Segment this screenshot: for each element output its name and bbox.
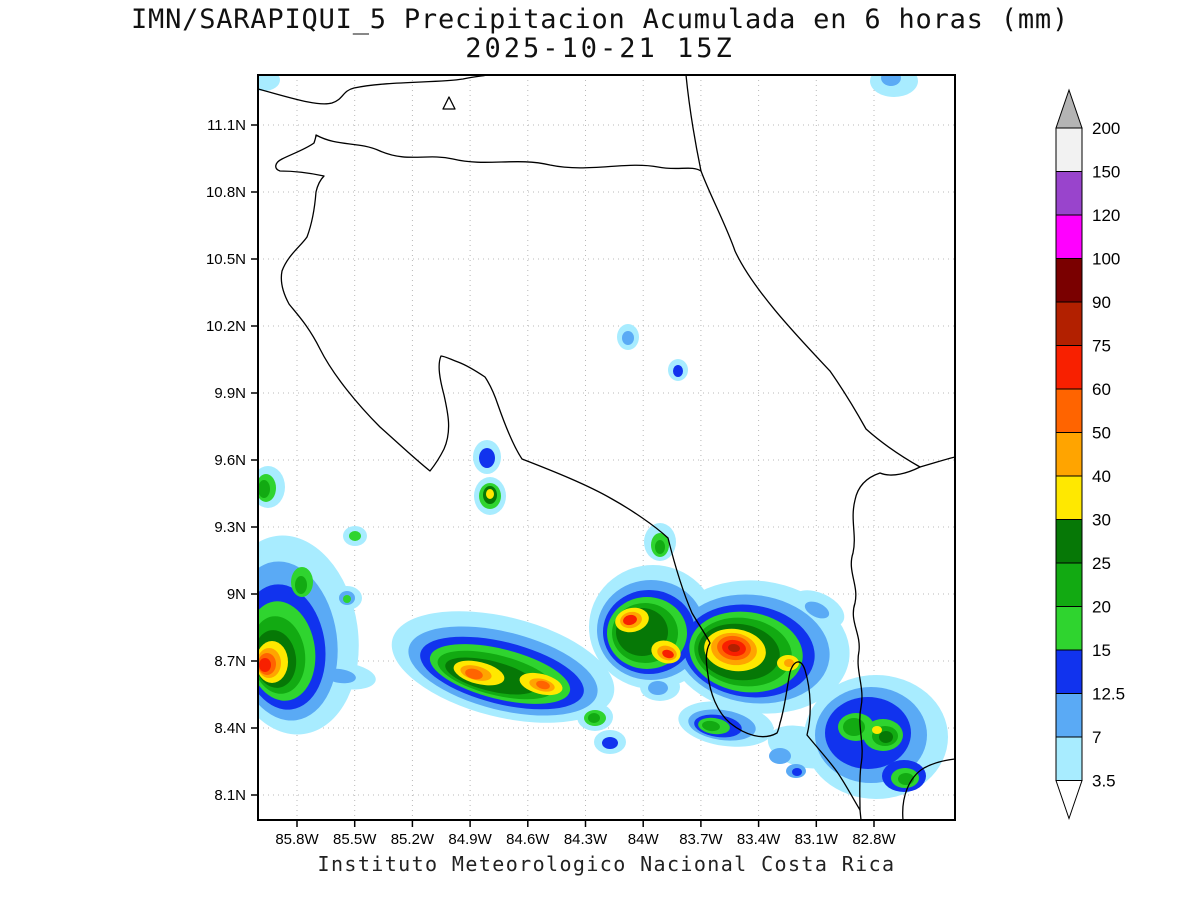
lon-tick-label: 84.6W (506, 831, 550, 848)
colorbar-segment (1055, 127, 1083, 172)
lat-tick-label: 11.1N (207, 117, 246, 134)
lat-tick-label: 10.5N (206, 251, 246, 268)
precip-blob-12.5 (673, 365, 683, 377)
colorbar-segment (1055, 345, 1083, 390)
lon-tick-label: 82.8W (852, 831, 896, 848)
colorbar-segment (1055, 388, 1083, 433)
colorbar-segment (1055, 475, 1083, 520)
colorbar-segment (1055, 214, 1083, 259)
lon-tick-label: 84.9W (448, 831, 492, 848)
lon-tick-label: 83.7W (679, 831, 723, 848)
lon-tick-label: 84.3W (564, 831, 608, 848)
precip-blob-7 (804, 601, 830, 619)
colorbar-segment (1055, 562, 1083, 607)
colorbar-level-label: 120 (1092, 206, 1120, 225)
plot-frame (257, 74, 956, 821)
lon-tick-label: 84W (628, 831, 660, 848)
lat-tick-label: 9.6N (214, 452, 246, 469)
precip-blob-30 (872, 726, 882, 734)
lon-tick-label: 83.4W (737, 831, 781, 848)
colorbar-segment (1055, 649, 1083, 694)
colorbar-top-arrow (1055, 88, 1083, 129)
precip-blob-12.5 (479, 448, 495, 468)
lat-tick-label: 10.8N (206, 184, 246, 201)
colorbar-level-label: 60 (1092, 380, 1111, 399)
coastline (258, 75, 489, 105)
precip-blob-7 (881, 75, 901, 86)
precip-blob-20 (655, 540, 665, 554)
precip-blob-60 (259, 658, 271, 672)
precip-blob-15 (343, 595, 351, 603)
precip-blob-40 (784, 659, 794, 667)
lat-tick-label: 9.9N (214, 385, 246, 402)
map-title: IMN/SARAPIQUI_5 Precipitacion Acumulada … (130, 4, 1070, 35)
precipitation-field (258, 75, 955, 820)
lon-tick-label: 85.5W (333, 831, 377, 848)
precip-blob-12.5 (792, 768, 802, 776)
colorbar-level-label: 3.5 (1092, 772, 1116, 791)
lat-tick-label: 10.2N (206, 318, 246, 335)
precip-blob-60 (662, 649, 674, 659)
precip-blob-20 (295, 576, 307, 594)
colorbar-level-label: 40 (1092, 467, 1111, 486)
lon-tick-label: 83.1W (795, 831, 839, 848)
colorbar-bottom-arrow (1055, 780, 1083, 821)
lat-tick-label: 9N (227, 586, 246, 603)
precip-blob-12.5 (602, 737, 618, 749)
colorbar-level-label: 200 (1092, 119, 1120, 138)
lat-tick-label: 8.1N (214, 787, 246, 804)
precip-blob-7 (622, 331, 634, 345)
colorbar-segment (1055, 606, 1083, 651)
colorbar-segment (1055, 258, 1083, 303)
precip-blob-7 (648, 681, 668, 695)
coastline (902, 758, 955, 820)
lat-tick-label: 9.3N (214, 519, 246, 536)
colorbar-segment (1055, 693, 1083, 738)
lon-tick-label: 85.8W (275, 831, 319, 848)
precip-blob-60 (623, 614, 637, 626)
colorbar-level-label: 25 (1092, 554, 1111, 573)
colorbar-level-label: 100 (1092, 250, 1120, 269)
lat-tick-label: 8.4N (214, 720, 246, 737)
colorbar-level-label: 30 (1092, 511, 1111, 530)
colorbar-level-label: 90 (1092, 293, 1111, 312)
coastline (275, 134, 921, 811)
precip-blob-20 (843, 718, 865, 736)
precip-blob-15 (349, 531, 361, 541)
colorbar-level-label: 20 (1092, 598, 1111, 617)
coastline (859, 809, 862, 820)
coastline (442, 96, 456, 110)
colorbar-segment (1055, 432, 1083, 477)
precip-blob-3.5 (258, 75, 280, 91)
precip-blob-75 (728, 643, 740, 653)
lon-tick-label: 85.2W (391, 831, 435, 848)
colorbar-segment (1055, 736, 1083, 781)
precip-blob-20 (702, 720, 720, 732)
precip-blob-25 (879, 731, 893, 743)
precip-blob-50 (536, 680, 550, 690)
map-subtitle-datetime: 2025-10-21 15Z (465, 33, 735, 64)
precip-blob-30 (486, 489, 494, 499)
colorbar-level-label: 7 (1092, 728, 1101, 747)
coastline (919, 456, 955, 468)
lat-tick-label: 8.7N (214, 653, 246, 670)
colorbar-level-label: 12.5 (1092, 685, 1125, 704)
precip-blob-7 (324, 668, 356, 684)
colorbar-segment (1055, 171, 1083, 216)
colorbar-segment (1055, 301, 1083, 346)
footer-institution: Instituto Meteorologico Nacional Costa R… (317, 852, 896, 876)
colorbar-level-label: 150 (1092, 163, 1120, 182)
precip-blob-7 (769, 748, 791, 764)
precip-blob-50 (465, 668, 483, 680)
colorbar-level-label: 50 (1092, 424, 1111, 443)
colorbar-level-label: 75 (1092, 337, 1111, 356)
coastline (685, 75, 702, 172)
colorbar-level-label: 15 (1092, 641, 1111, 660)
colorbar-segment (1055, 519, 1083, 564)
precip-blob-20 (588, 713, 600, 723)
precip-blob-20 (258, 480, 270, 498)
